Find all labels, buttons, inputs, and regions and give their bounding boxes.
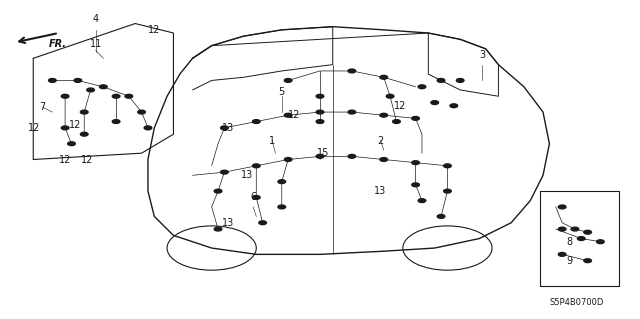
Circle shape [584, 230, 591, 234]
Circle shape [412, 183, 419, 187]
Circle shape [221, 126, 228, 130]
Circle shape [144, 126, 152, 130]
Circle shape [380, 113, 388, 117]
Circle shape [387, 94, 394, 98]
Circle shape [252, 164, 260, 168]
Circle shape [68, 142, 76, 145]
Circle shape [74, 78, 82, 82]
Circle shape [558, 205, 566, 209]
Circle shape [558, 227, 566, 231]
Circle shape [284, 113, 292, 117]
Circle shape [100, 85, 107, 89]
Circle shape [252, 196, 260, 199]
Text: 8: 8 [567, 237, 573, 247]
Text: 11: 11 [90, 39, 102, 49]
Circle shape [348, 110, 356, 114]
Text: 13: 13 [221, 123, 234, 133]
Circle shape [412, 116, 419, 120]
Circle shape [348, 69, 356, 73]
Text: 13: 13 [241, 170, 253, 180]
Circle shape [138, 110, 145, 114]
Circle shape [393, 120, 400, 123]
Circle shape [278, 205, 285, 209]
Text: 13: 13 [221, 218, 234, 228]
Circle shape [418, 199, 426, 203]
Text: FR.: FR. [49, 39, 67, 49]
Circle shape [252, 120, 260, 123]
Circle shape [437, 78, 445, 82]
Text: 12: 12 [289, 110, 301, 120]
Text: 6: 6 [250, 192, 256, 203]
Circle shape [418, 85, 426, 89]
Circle shape [61, 126, 69, 130]
Circle shape [450, 104, 458, 108]
Circle shape [278, 180, 285, 183]
Text: 9: 9 [567, 256, 573, 266]
Text: 3: 3 [479, 50, 486, 60]
Circle shape [284, 158, 292, 161]
Text: 15: 15 [317, 148, 330, 158]
Text: 2: 2 [378, 136, 383, 145]
Circle shape [284, 78, 292, 82]
Text: 13: 13 [374, 186, 387, 196]
Text: 12: 12 [68, 120, 81, 130]
Circle shape [316, 94, 324, 98]
Circle shape [437, 214, 445, 218]
Circle shape [316, 110, 324, 114]
Circle shape [112, 94, 120, 98]
Circle shape [431, 101, 438, 105]
Circle shape [412, 161, 419, 165]
Circle shape [380, 158, 388, 161]
Text: 12: 12 [59, 154, 71, 165]
Text: 7: 7 [40, 102, 46, 112]
Circle shape [584, 259, 591, 263]
Circle shape [456, 78, 464, 82]
Circle shape [214, 227, 222, 231]
Circle shape [87, 88, 95, 92]
Circle shape [596, 240, 604, 244]
Text: 12: 12 [81, 154, 93, 165]
Text: 12: 12 [28, 123, 41, 133]
Text: 12: 12 [148, 25, 161, 35]
Circle shape [316, 154, 324, 158]
Circle shape [577, 237, 585, 241]
Circle shape [444, 164, 451, 168]
Circle shape [380, 75, 388, 79]
Circle shape [214, 189, 222, 193]
Circle shape [259, 221, 266, 225]
Circle shape [81, 132, 88, 136]
Circle shape [112, 120, 120, 123]
Text: 4: 4 [93, 14, 99, 24]
Circle shape [571, 227, 579, 231]
Circle shape [61, 94, 69, 98]
Text: 5: 5 [278, 86, 285, 97]
Circle shape [81, 110, 88, 114]
Circle shape [49, 78, 56, 82]
Circle shape [316, 120, 324, 123]
Circle shape [444, 189, 451, 193]
Circle shape [348, 154, 356, 158]
Text: 1: 1 [269, 136, 275, 145]
Text: 12: 12 [394, 101, 406, 111]
Text: S5P4B0700D: S5P4B0700D [549, 298, 604, 307]
Circle shape [125, 94, 132, 98]
Circle shape [558, 252, 566, 256]
Circle shape [221, 170, 228, 174]
